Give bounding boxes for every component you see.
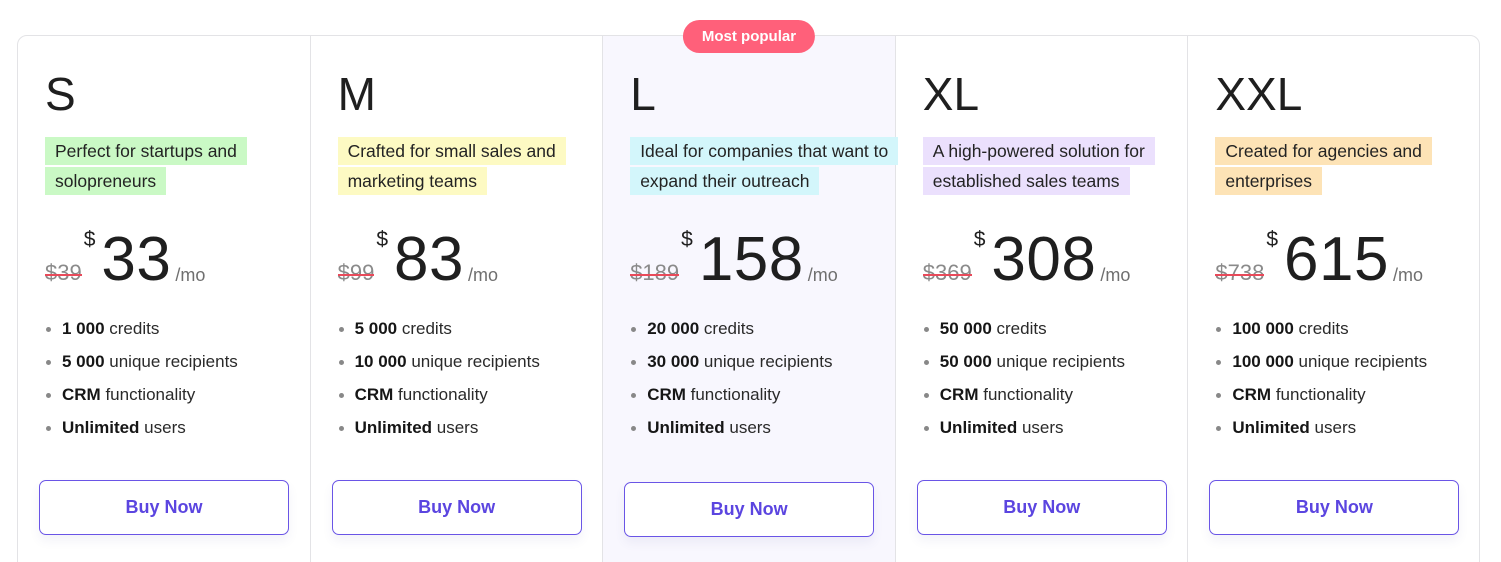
price-row: $189 $ 158 /mo (630, 225, 895, 294)
feature-item: CRM functionality (45, 378, 310, 411)
price-amount: 615 (1284, 225, 1389, 294)
plan-description: Created for agencies and enterprises (1215, 136, 1465, 198)
currency-symbol: $ (681, 228, 693, 251)
feature-item: 100 000 credits (1215, 312, 1481, 345)
plan-description: Ideal for companies that want to expand … (630, 136, 899, 198)
feature-item: Unlimited users (923, 411, 1188, 444)
buy-now-button-l[interactable]: Buy Now (624, 482, 875, 537)
buy-now-button-xxl[interactable]: Buy Now (1209, 480, 1460, 535)
feature-list: 1 000 credits 5 000 unique recipients CR… (45, 312, 310, 444)
pricing-table: S Perfect for startups and solopreneurs … (17, 20, 1481, 562)
price-amount: 158 (698, 225, 804, 294)
plan-card-xxl: XXL Created for agencies and enterprises… (1188, 36, 1481, 562)
price-row: $99 $ 83 /mo (337, 225, 603, 294)
buy-now-button-xl[interactable]: Buy Now (916, 480, 1167, 535)
old-price: $369 (922, 260, 972, 285)
feature-item: Unlimited users (1215, 411, 1481, 444)
feature-item: Unlimited users (45, 411, 310, 444)
plan-description-text: Perfect for startups and solopreneurs (45, 137, 247, 195)
feature-item: 5 000 unique recipients (45, 345, 310, 378)
feature-list: 50 000 credits 50 000 unique recipients … (923, 312, 1188, 444)
plan-name: XXL (1215, 68, 1303, 120)
plan-name: M (337, 68, 376, 120)
currency-symbol: $ (376, 228, 388, 251)
price-period: /mo (1392, 265, 1423, 285)
old-price: $99 (337, 260, 375, 285)
feature-item: 10 000 unique recipients (338, 345, 603, 378)
feature-list: 5 000 credits 10 000 unique recipients C… (338, 312, 603, 444)
plan-card-m: M Crafted for small sales and marketing … (311, 36, 604, 562)
most-popular-badge: Most popular (682, 20, 816, 53)
price-amount: 308 (991, 225, 1097, 294)
old-price: $189 (630, 260, 680, 285)
price-amount: 33 (101, 225, 172, 294)
price-period: /mo (175, 265, 206, 285)
feature-item: 20 000 credits (630, 312, 895, 345)
feature-item: Unlimited users (338, 411, 603, 444)
price-amount: 83 (394, 225, 464, 294)
price-period: /mo (467, 265, 498, 285)
plan-description: Perfect for startups and solopreneurs (45, 136, 295, 198)
plan-name: XL (922, 68, 980, 120)
old-price: $39 (45, 260, 82, 285)
feature-list: 100 000 credits 100 000 unique recipient… (1215, 312, 1481, 444)
feature-list: 20 000 credits 30 000 unique recipients … (630, 312, 895, 444)
plan-name: L (630, 68, 656, 120)
currency-symbol: $ (83, 228, 96, 251)
feature-item: 100 000 unique recipients (1215, 345, 1481, 378)
feature-item: CRM functionality (338, 378, 603, 411)
feature-item: CRM functionality (630, 378, 895, 411)
feature-item: 30 000 unique recipients (630, 345, 895, 378)
buy-now-button-s[interactable]: Buy Now (39, 480, 289, 535)
currency-symbol: $ (973, 228, 986, 251)
feature-item: 50 000 unique recipients (923, 345, 1188, 378)
currency-symbol: $ (1266, 228, 1279, 251)
feature-item: Unlimited users (630, 411, 895, 444)
plan-description-text: A high-powered solution for established … (922, 137, 1155, 195)
feature-item: CRM functionality (923, 378, 1188, 411)
plan-description-text: Crafted for small sales and marketing te… (337, 137, 566, 195)
plan-description-text: Created for agencies and enterprises (1215, 137, 1432, 195)
old-price: $738 (1215, 260, 1265, 285)
plan-description: A high-powered solution for established … (922, 136, 1173, 198)
feature-item: 50 000 credits (923, 312, 1188, 345)
plan-description: Crafted for small sales and marketing te… (337, 136, 588, 198)
price-row: $369 $ 308 /mo (922, 225, 1188, 294)
plan-card-l: Most popular L Ideal for companies that … (603, 20, 899, 562)
price-period: /mo (1100, 265, 1131, 285)
plan-name: S (45, 68, 76, 120)
price-period: /mo (807, 265, 838, 285)
feature-item: CRM functionality (1215, 378, 1481, 411)
price-row: $39 $ 33 /mo (45, 225, 310, 294)
plan-description-text: Ideal for companies that want to expand … (630, 137, 899, 195)
buy-now-button-m[interactable]: Buy Now (331, 480, 582, 535)
feature-item: 1 000 credits (45, 312, 310, 345)
plan-card-s: S Perfect for startups and solopreneurs … (18, 36, 311, 562)
price-row: $738 $ 615 /mo (1215, 225, 1481, 294)
feature-item: 5 000 credits (338, 312, 603, 345)
plan-card-xl: XL A high-powered solution for establish… (896, 36, 1189, 562)
